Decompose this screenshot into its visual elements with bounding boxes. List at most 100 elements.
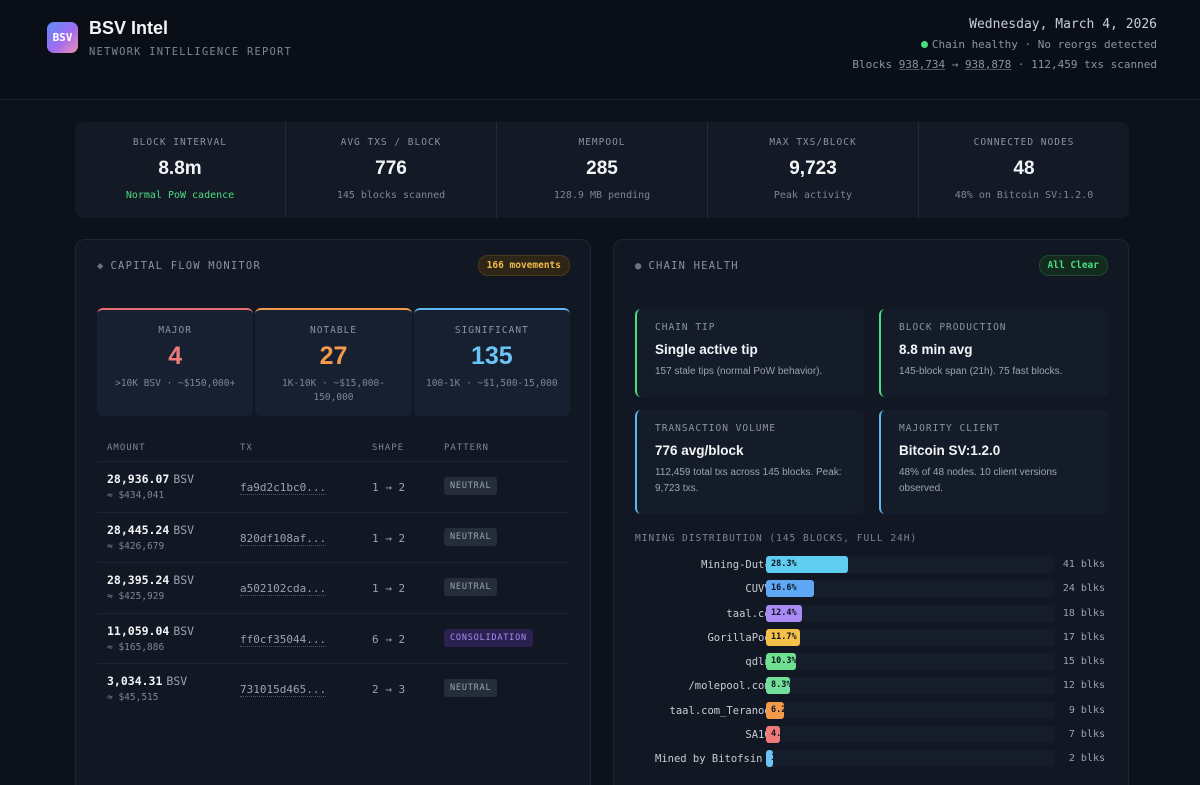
- miner-bar-track: 16.6%: [766, 580, 1055, 598]
- miner-row: taal.com 12.4% 18 blks: [635, 602, 1109, 626]
- miner-block-count: 2 blks: [1068, 753, 1105, 765]
- mining-distribution-title: MINING DISTRIBUTION (145 BLOCKS, FULL 24…: [635, 533, 918, 544]
- stat-value: 285: [586, 158, 618, 179]
- stat-sub: Normal PoW cadence: [125, 190, 235, 201]
- panel-title: ◆ CAPITAL FLOW MONITOR: [97, 260, 261, 272]
- health-text: Chain healthy · No reorgs detected: [931, 38, 1157, 51]
- miner-bar-track: 12.4%: [766, 604, 1055, 622]
- tier-significant[interactable]: SIGNIFICANT 135 100-1K · ~$1,500-15,000: [413, 308, 570, 416]
- movements-table: 28,936.07 BSV ≈ $434,041 fa9d2c1bc0... 1 …: [97, 461, 570, 714]
- card-transaction-volume: TRANSACTION VOLUME 776 avg/block 112,459…: [635, 410, 864, 514]
- health-title: CHAIN HEALTH: [648, 260, 739, 272]
- miner-block-count: 15 blks: [1062, 656, 1105, 668]
- miner-share-bar: 16.6%: [766, 580, 815, 598]
- miner-row: Mining-Dutch 28.3% 41 blks: [635, 553, 1109, 577]
- card-desc: 157 stale tips (normal PoW behavior).: [655, 366, 823, 377]
- col-shape: SHAPE: [372, 443, 405, 453]
- tx-shape: 1 → 2: [372, 531, 406, 545]
- stat-avg-txs: AVG TXS / BLOCK 776 145 blocks scanned: [286, 122, 497, 218]
- tier-notable[interactable]: NOTABLE 27 1K-10K · ~$15,000-150,000: [255, 308, 412, 416]
- pattern-badge: NEUTRAL: [444, 578, 498, 596]
- usd-value: ≈ $434,041: [107, 490, 165, 501]
- amount-unit: BSV: [173, 522, 195, 537]
- card-desc: 112,459 total txs across 145 blocks. Pea…: [655, 467, 842, 494]
- amount-unit: BSV: [173, 623, 195, 638]
- card-title: Single active tip: [655, 342, 758, 357]
- miner-bar-track: 1.4%: [766, 750, 1055, 768]
- miner-block-count: 7 blks: [1068, 729, 1105, 741]
- miner-share-bar: 11.7%: [766, 628, 801, 646]
- card-label: TRANSACTION VOLUME: [655, 423, 776, 434]
- tx-shape: 6 → 2: [372, 632, 406, 646]
- usd-value: ≈ $426,679: [107, 540, 165, 552]
- pattern-badge: NEUTRAL: [444, 477, 498, 495]
- miner-row: /molepool.com/8.3% 12 blks: [635, 674, 1109, 698]
- bsv-logo: BSV: [47, 22, 78, 53]
- circle-icon: ●: [635, 260, 643, 272]
- miner-block-count: 17 blks: [1062, 631, 1105, 643]
- card-majority-client: MAJORITY CLIENT Bitcoin SV:1.2.0 48% of …: [879, 410, 1108, 514]
- miner-bar-track: 28.3%: [766, 556, 1055, 573]
- usd-value: ≈ $45,515: [107, 692, 159, 703]
- header-status: Wednesday, March 4, 2026 Chain healthy ·…: [852, 17, 1157, 71]
- card-desc: 145-block span (21h). 75 fast blocks.: [899, 366, 1063, 377]
- tx-hash-link[interactable]: 731015d465...: [240, 683, 327, 697]
- panel-title: ● CHAIN HEALTH: [635, 260, 739, 272]
- card-label: CHAIN TIP: [655, 322, 716, 333]
- stat-sub: 145 blocks scanned: [336, 190, 446, 201]
- col-pattern: PATTERN: [444, 443, 489, 453]
- stat-connected-nodes: CONNECTED NODES 48 48% on Bitcoin SV:1.2…: [919, 122, 1129, 218]
- tier-summary: MAJOR 4 >10K BSV · ~$150,000+ NOTABLE 27…: [97, 308, 570, 416]
- tier-range: 100-1K · ~$1,500-15,000: [426, 378, 558, 389]
- stat-value: 48: [1013, 158, 1035, 179]
- table-row[interactable]: 28,395.24 BSV ≈ $425,929 a502102cda... 1 …: [97, 562, 570, 613]
- tx-hash-link[interactable]: ff0cf35044...: [240, 632, 327, 647]
- tier-major[interactable]: MAJOR 4 >10K BSV · ~$150,000+: [97, 308, 254, 416]
- stats-row: BLOCK INTERVAL 8.8m Normal PoW cadence A…: [75, 122, 1129, 218]
- miner-row: qdlnk 10.3% 15 blks: [635, 650, 1109, 674]
- amount-value: 11,059.04: [107, 623, 170, 638]
- table-row[interactable]: 3,034.31 BSV ≈ $45,515 731015d465... 2 → …: [97, 663, 570, 714]
- table-header: AMOUNT TX SHAPE PATTERN: [107, 443, 570, 461]
- tx-hash-link[interactable]: 820df108af...: [240, 531, 327, 546]
- stat-sub: 48% on Bitcoin SV:1.2.0: [954, 190, 1094, 201]
- pattern-badge: NEUTRAL: [444, 527, 498, 546]
- miner-row: CUVVE 16.6% 24 blks: [635, 577, 1109, 601]
- usd-value: ≈ $165,886: [107, 641, 165, 653]
- miner-share-bar: 10.3%: [766, 653, 796, 671]
- tier-label: NOTABLE: [309, 325, 358, 336]
- amount-unit: BSV: [166, 674, 188, 688]
- tx-shape: 2 → 3: [372, 683, 406, 696]
- table-row[interactable]: 28,936.07 BSV ≈ $434,041 fa9d2c1bc0... 1 …: [97, 461, 570, 512]
- card-desc: 48% of 48 nodes. 10 client versions obse…: [899, 467, 1057, 494]
- card-title: Bitcoin SV:1.2.0: [899, 443, 1001, 458]
- table-row[interactable]: 28,445.24 BSV ≈ $426,679 820df108af... 1 …: [97, 511, 570, 563]
- miner-row: Mined by Bitofsin p...1.4% 2 blks: [635, 747, 1109, 771]
- tx-hash-link[interactable]: a502102cda...: [240, 582, 327, 596]
- miner-block-count: 41 blks: [1062, 559, 1105, 570]
- card-title: 776 avg/block: [655, 443, 744, 458]
- miner-bar-track: 10.3%: [766, 653, 1055, 671]
- txs-scanned: · 112,459 txs scanned: [1017, 58, 1157, 71]
- miner-block-count: 18 blks: [1062, 607, 1105, 619]
- block-to-link[interactable]: 938,878: [964, 58, 1012, 71]
- pattern-badge: NEUTRAL: [444, 679, 498, 697]
- report-date: Wednesday, March 4, 2026: [969, 17, 1157, 32]
- miner-name: Mined by Bitofsin p...: [655, 753, 777, 766]
- tx-hash-link[interactable]: fa9d2c1bc0...: [240, 481, 327, 495]
- block-from-link[interactable]: 938,734: [898, 58, 946, 71]
- table-row[interactable]: 11,059.04 BSV ≈ $165,886 ff0cf35044... 6 …: [97, 612, 570, 664]
- stat-label: CONNECTED NODES: [973, 137, 1075, 148]
- stat-max-txs: MAX TXS/BLOCK 9,723 Peak activity: [708, 122, 919, 218]
- pattern-badge: CONSOLIDATION: [444, 628, 533, 647]
- amount: 28,395.24 BSV: [107, 573, 194, 587]
- miner-row: GorillaPool 11.7% 17 blks: [635, 626, 1109, 650]
- stat-value: 8.8m: [158, 158, 202, 179]
- miner-name: taal.com_Teranode: [669, 704, 777, 717]
- block-range: Blocks 938,734 → 938,878 · 112,459 txs s…: [852, 58, 1157, 71]
- amount: 11,059.04 BSV: [107, 624, 194, 638]
- stat-label: MAX TXS/BLOCK: [769, 137, 857, 148]
- all-clear-badge: All Clear: [1038, 255, 1108, 276]
- chain-health-status: Chain healthy · No reorgs detected: [852, 38, 1157, 51]
